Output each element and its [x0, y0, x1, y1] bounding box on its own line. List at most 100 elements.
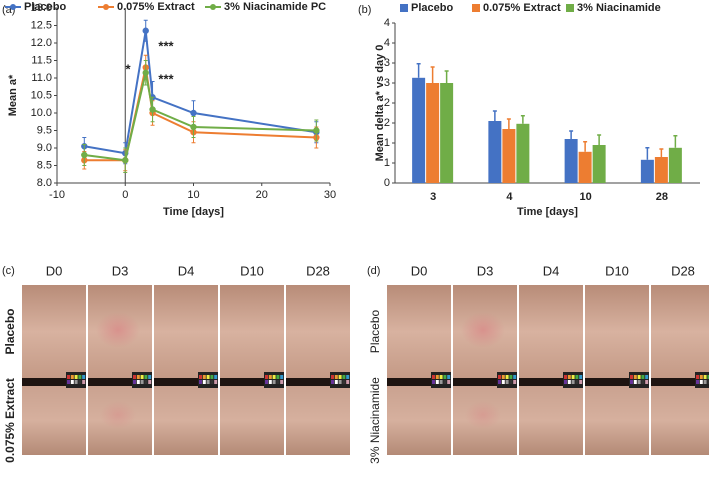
color-chip	[78, 375, 82, 379]
annotation: ***	[158, 38, 174, 53]
color-chip	[699, 380, 703, 384]
color-chip	[509, 380, 513, 384]
y-tick-label: 8.0	[37, 177, 52, 189]
redness	[465, 401, 501, 429]
bar	[578, 151, 592, 183]
color-chip	[579, 380, 583, 384]
x-tick-label: 20	[256, 189, 268, 201]
row-label: 3% Niacinamide	[368, 377, 382, 464]
x-tick-label: 10	[187, 189, 199, 201]
day-label: D28	[671, 263, 695, 278]
photo-bottom	[387, 386, 451, 455]
y-tick-label: 11.5	[31, 54, 52, 66]
color-chip	[633, 375, 637, 379]
color-chip	[67, 375, 70, 379]
photo-band	[220, 378, 284, 386]
bar	[516, 123, 530, 183]
day-label: D4	[178, 263, 195, 278]
color-chip	[443, 375, 447, 379]
color-chip	[696, 375, 699, 379]
color-chip	[199, 380, 202, 384]
photo-band	[88, 378, 152, 386]
x-axis-label: Time [days]	[163, 206, 224, 218]
color-chip	[214, 380, 218, 384]
color-chip	[641, 375, 645, 379]
day-label: D10	[605, 263, 629, 278]
y-tick-label: 12.5	[31, 19, 52, 31]
panel-label: (d)	[367, 265, 380, 277]
color-chip	[82, 380, 86, 384]
color-chip	[630, 380, 633, 384]
y-tick-label: 11.0	[31, 72, 52, 84]
y-tick-label: 3	[384, 57, 390, 69]
x-tick-label: 0	[122, 189, 128, 201]
photo-bottom	[585, 386, 649, 455]
color-chip	[447, 375, 451, 379]
color-chip	[133, 380, 136, 384]
color-chip	[707, 375, 709, 379]
color-chip	[571, 380, 575, 384]
photo-top	[585, 285, 649, 378]
color-chip	[78, 380, 82, 384]
data-point	[142, 69, 149, 76]
bar	[564, 139, 578, 183]
color-chip	[443, 380, 447, 384]
y-tick-label: 4	[384, 37, 390, 49]
color-chip	[432, 380, 435, 384]
data-point	[190, 109, 197, 117]
color-chip	[575, 375, 579, 379]
color-chip	[133, 375, 136, 379]
error-bar	[416, 63, 421, 78]
data-point	[142, 27, 149, 34]
color-chip	[334, 375, 338, 379]
y-tick-label: 9.0	[37, 142, 52, 154]
color-chip	[435, 380, 439, 384]
data-point	[190, 123, 197, 131]
data-point	[122, 157, 129, 164]
error-bar	[506, 118, 511, 129]
color-chip	[342, 375, 346, 379]
color-chip	[505, 375, 509, 379]
day-label: D0	[46, 263, 63, 278]
color-chip	[206, 375, 210, 379]
data-point	[149, 106, 156, 113]
color-chip	[633, 380, 637, 384]
bar	[654, 157, 668, 183]
y-tick-label: 9.5	[37, 124, 52, 136]
color-chip	[567, 375, 571, 379]
photo-bottom	[154, 386, 218, 455]
color-chip	[67, 380, 70, 384]
color-chip	[637, 375, 641, 379]
color-chip	[140, 380, 144, 384]
color-chip	[136, 380, 140, 384]
error-bar	[645, 147, 650, 160]
color-chip	[199, 375, 202, 379]
legend-label: 3% Niacinamide PC	[224, 1, 326, 13]
photo-top	[286, 285, 350, 378]
error-bar	[430, 66, 435, 83]
error-bar	[492, 110, 497, 121]
color-chip	[439, 380, 443, 384]
annotation: ***	[158, 71, 174, 86]
redness	[96, 312, 140, 348]
color-chip	[338, 375, 342, 379]
color-chip	[276, 375, 280, 379]
error-bar	[520, 115, 525, 124]
series-line	[84, 30, 317, 155]
row-label: 0.075% Extract	[3, 378, 17, 463]
color-chip	[630, 375, 633, 379]
row-label: Placebo	[368, 309, 382, 353]
color-chip	[513, 380, 517, 384]
bar	[668, 147, 682, 183]
color-chip	[280, 380, 284, 384]
color-chip	[334, 380, 338, 384]
color-chip	[509, 375, 513, 379]
photo-top	[22, 285, 86, 378]
y-tick-label: 2	[384, 117, 390, 129]
color-chip	[501, 380, 505, 384]
color-chip	[707, 380, 709, 384]
color-chip	[148, 380, 152, 384]
photo-band	[154, 378, 218, 386]
legend-swatch	[400, 4, 408, 12]
